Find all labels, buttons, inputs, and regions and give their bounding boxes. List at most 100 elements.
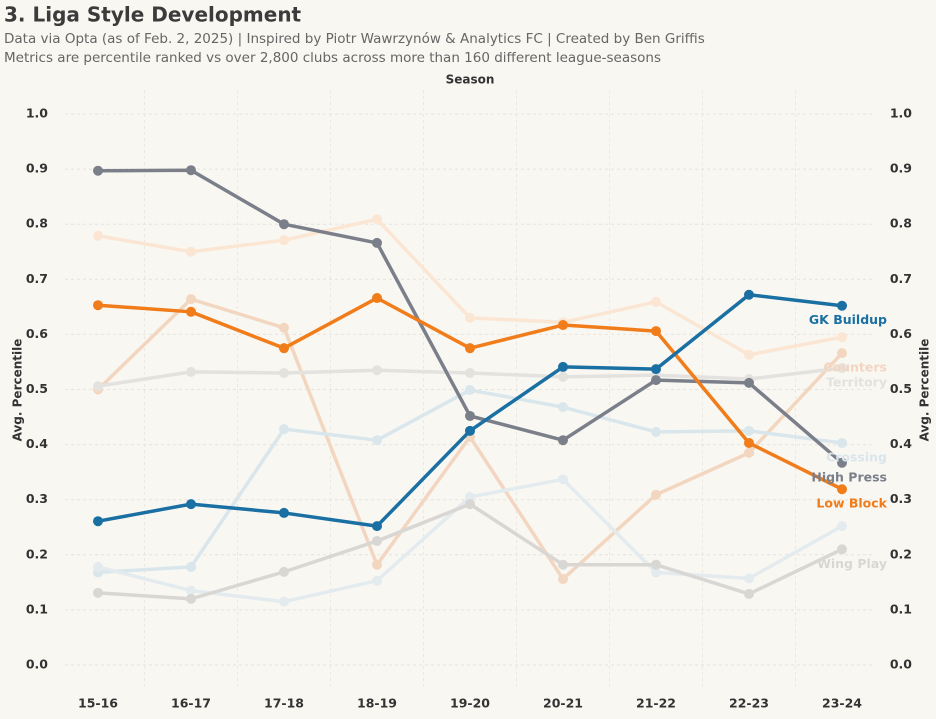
point	[372, 237, 382, 248]
point	[465, 367, 475, 378]
y-axis-title: Avg. Percentile	[11, 339, 25, 442]
point	[651, 296, 661, 307]
point	[93, 381, 103, 392]
point	[93, 587, 103, 598]
point	[744, 377, 754, 388]
point	[465, 491, 475, 502]
point	[651, 426, 661, 437]
y-axis-title: Avg. Percentile	[918, 339, 932, 442]
point	[279, 424, 289, 435]
point	[93, 561, 103, 572]
point	[744, 289, 754, 300]
point	[651, 567, 661, 578]
series-label: Wing Play	[817, 556, 887, 571]
subtitle: Data via Opta (as of Feb. 2, 2025) | Ins…	[4, 31, 705, 47]
point	[279, 322, 289, 333]
y-tick-label: 0.7	[26, 271, 48, 286]
point	[465, 343, 475, 354]
point	[558, 371, 568, 382]
point	[279, 507, 289, 518]
point	[186, 366, 196, 377]
point	[372, 536, 382, 547]
point	[372, 214, 382, 225]
point	[186, 585, 196, 596]
point	[558, 320, 568, 331]
point	[465, 312, 475, 323]
point	[837, 521, 847, 532]
series-line	[97, 292, 843, 528]
y-tick-label: 0.2	[890, 546, 912, 561]
point	[372, 435, 382, 446]
x-tick-label: 19-20	[450, 696, 490, 711]
point	[837, 437, 847, 448]
point	[93, 300, 103, 311]
point	[186, 165, 196, 176]
point	[279, 566, 289, 577]
point	[558, 559, 568, 570]
point	[558, 402, 568, 413]
series-line	[97, 502, 843, 601]
point	[93, 230, 103, 241]
point	[465, 410, 475, 421]
point	[651, 559, 661, 570]
point	[837, 457, 847, 468]
point	[837, 484, 847, 495]
y-tick-label: 0.8	[26, 216, 48, 231]
y-tick-label: 0.9	[890, 161, 912, 176]
series-label: Territory	[826, 375, 887, 390]
point	[837, 300, 847, 311]
point	[279, 596, 289, 607]
y-tick-label: 0.8	[890, 216, 912, 231]
point	[186, 306, 196, 317]
point	[837, 544, 847, 555]
x-tick-label: 18-19	[357, 696, 397, 711]
point	[93, 165, 103, 176]
point	[186, 593, 196, 604]
series-label: Counters	[823, 360, 887, 375]
y-tick-label: 1.0	[890, 106, 912, 121]
y-tick-label: 0.3	[26, 491, 48, 506]
point	[744, 349, 754, 360]
series-label: High Press	[811, 469, 887, 484]
y-tick-label: 0.6	[890, 326, 912, 341]
point	[279, 219, 289, 230]
y-tick-label: 0.0	[890, 657, 912, 672]
y-tick-label: 0.4	[890, 436, 912, 451]
point	[558, 435, 568, 446]
x-tick-label: 22-23	[729, 696, 769, 711]
point	[372, 293, 382, 304]
y-tick-label: 1.0	[26, 106, 48, 121]
y-tick-label: 0.5	[26, 381, 48, 396]
point	[186, 561, 196, 572]
point	[279, 235, 289, 246]
point	[837, 332, 847, 343]
point	[279, 343, 289, 354]
y-tick-label: 0.1	[26, 601, 48, 616]
series-label: GK Buildup	[809, 312, 887, 327]
point	[744, 425, 754, 436]
point	[837, 348, 847, 359]
x-tick-label: 17-18	[264, 696, 304, 711]
y-tick-label: 0.5	[890, 381, 912, 396]
point	[372, 521, 382, 532]
point	[558, 361, 568, 372]
y-tick-label: 0.9	[26, 161, 48, 176]
point	[651, 375, 661, 386]
point	[372, 559, 382, 570]
y-tick-label: 0.6	[26, 326, 48, 341]
point	[186, 294, 196, 305]
x-tick-label: 21-22	[636, 696, 676, 711]
y-tick-label: 0.1	[890, 601, 912, 616]
point	[279, 367, 289, 378]
point	[465, 385, 475, 396]
point	[372, 365, 382, 376]
subtitle: Metrics are percentile ranked vs over 2,…	[4, 50, 661, 66]
point	[372, 575, 382, 586]
x-tick-label: 15-16	[78, 696, 118, 711]
point	[465, 425, 475, 436]
point	[651, 326, 661, 337]
y-tick-label: 0.4	[26, 436, 48, 451]
chart-title: 3. Liga Style Development	[4, 3, 302, 27]
point	[93, 516, 103, 527]
